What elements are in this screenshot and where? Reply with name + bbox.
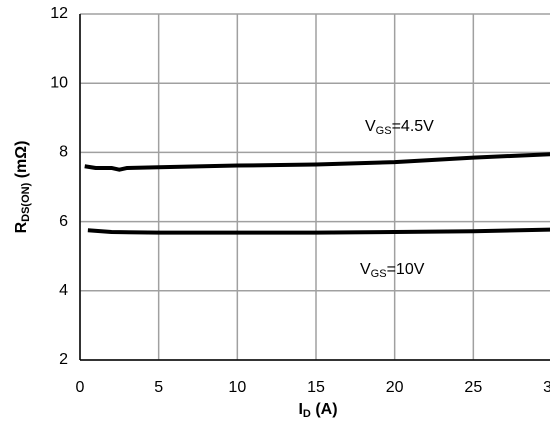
annotation-main: V	[360, 261, 371, 278]
annotation-sub: GS	[376, 125, 392, 137]
x-tick-label: 20	[386, 379, 404, 396]
y-tick-label: 8	[59, 144, 68, 161]
x-axis-title: ID (A)	[298, 401, 337, 420]
annotation-suffix: =10V	[387, 261, 425, 278]
y-tick-label: 6	[59, 213, 68, 230]
x-tick-label: 10	[228, 379, 246, 396]
x-axis-title-sub: D	[303, 408, 311, 420]
x-tick-label: 0	[76, 379, 85, 396]
annotation: VGS=10V	[360, 261, 425, 280]
x-axis-title-suffix: (A)	[311, 401, 338, 418]
annotation-sub: GS	[371, 268, 387, 280]
annotation-main: V	[365, 118, 376, 135]
y-axis-title-sub: DS(ON)	[20, 182, 32, 221]
x-tick-label: 5	[154, 379, 163, 396]
y-tick-label: 2	[59, 351, 68, 368]
annotation: VGS=4.5V	[365, 118, 434, 137]
x-tick-label: 15	[307, 379, 325, 396]
x-axis-title-main: I	[298, 401, 302, 418]
x-tick-label: 25	[464, 379, 482, 396]
y-tick-label: 10	[50, 74, 68, 91]
x-tick-label: 30	[543, 379, 550, 396]
data-line	[84, 152, 550, 172]
y-tick-label: 12	[50, 5, 68, 22]
y-axis-title-main: R	[13, 221, 30, 233]
annotation-suffix: =4.5V	[392, 118, 435, 135]
data-line	[87, 227, 550, 235]
y-axis-title: RDS(ON) (mΩ)	[13, 141, 32, 234]
y-axis-title-suffix: (mΩ)	[13, 141, 30, 183]
y-tick-label: 4	[59, 282, 68, 299]
